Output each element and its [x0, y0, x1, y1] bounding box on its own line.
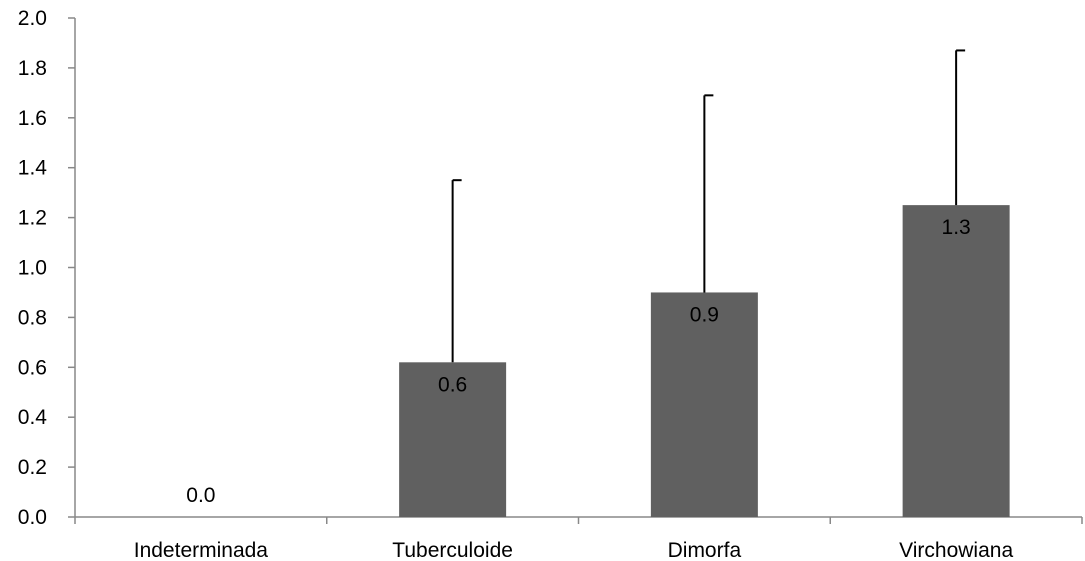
bar [650, 292, 758, 517]
y-tick-label: 2.0 [18, 7, 47, 30]
data-label: 0.6 [438, 373, 467, 396]
bar [399, 362, 507, 517]
x-tick-label: Virchowiana [899, 539, 1013, 561]
x-tick-label: Tuberculoide [392, 539, 513, 561]
y-tick-label: 0.8 [18, 306, 47, 329]
y-tick-label: 0.2 [18, 456, 47, 479]
y-tick-label: 0.4 [18, 406, 48, 429]
data-label: 0.9 [690, 303, 719, 326]
bar [902, 205, 1010, 517]
y-tick-label: 0.6 [18, 356, 47, 379]
y-tick-label: 1.0 [18, 257, 47, 280]
y-tick-label: 1.8 [18, 57, 47, 80]
bars [399, 205, 1010, 517]
x-axis: Indeterminada Tuberculoide Dimorfa Virchowi… [74, 516, 1083, 561]
y-tick-label: 0.0 [18, 506, 47, 529]
data-labels: 0.0 0.6 0.9 1.3 [186, 216, 970, 507]
x-tick-label: Dimorfa [668, 539, 742, 561]
y-tick-label: 1.6 [18, 107, 47, 130]
y-axis: 0.0 0.2 0.4 0.6 0.8 1.0 1.2 1.4 1.6 1.8 2.0 [18, 7, 76, 529]
y-tick-label: 1.4 [18, 157, 48, 180]
y-tick-label: 1.2 [18, 207, 47, 230]
x-tick-label: Indeterminada [134, 539, 269, 561]
error-bars [451, 49, 966, 363]
data-label: 1.3 [942, 216, 971, 239]
data-label: 0.0 [186, 484, 215, 507]
